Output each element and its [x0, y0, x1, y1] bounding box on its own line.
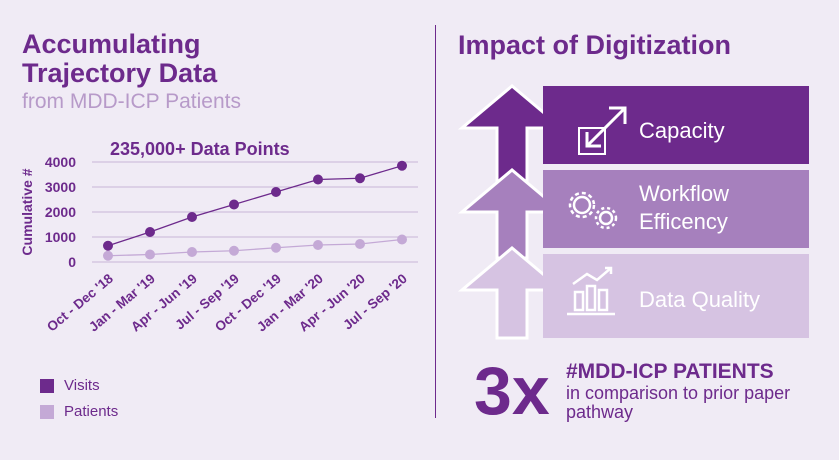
title-line-2: Trajectory Data	[22, 58, 218, 88]
arrow-data-quality	[457, 246, 567, 340]
y-tick-label: 0	[68, 254, 76, 270]
data-point-patients	[397, 234, 407, 245]
bar-label-workflow: Workflow Efficency	[639, 180, 729, 236]
stat-value: 3x	[474, 353, 550, 429]
y-axis-label: Cumulative #	[19, 168, 35, 255]
data-point-visits	[355, 173, 365, 184]
bar-capacity	[543, 86, 809, 164]
legend-item-visits: Visits	[40, 377, 100, 394]
expand-arrows-icon	[578, 106, 627, 155]
y-tick-label: 2000	[45, 204, 76, 220]
legend-label-patients: Patients	[64, 403, 119, 420]
data-point-patients	[271, 242, 281, 253]
y-tick-label: 1000	[45, 229, 76, 245]
bar-label-capacity-text: Capacity	[639, 118, 725, 143]
data-point-patients	[355, 239, 365, 249]
data-point-patients	[187, 247, 197, 257]
bar-label-data-quality-text: Data Quality	[639, 287, 761, 312]
stat-heading: #MDD-ICP PATIENTS	[566, 360, 774, 383]
bar-label-workflow-line1: Workflow	[639, 181, 730, 206]
title-line-1: Accumulating	[22, 29, 201, 59]
growth-chart-icon	[567, 266, 615, 316]
bar-label-workflow-line2: Efficency	[639, 209, 728, 234]
data-point-visits	[145, 227, 155, 237]
data-point-patients	[229, 245, 239, 256]
data-point-visits	[103, 240, 113, 251]
bar-label-data-quality: Data Quality	[639, 286, 760, 314]
data-point-patients	[103, 250, 113, 261]
y-tick-label: 4000	[45, 154, 76, 170]
legend-item-patients: Patients	[40, 403, 118, 420]
series-line-patients	[107, 238, 403, 257]
chart-subtitle: from MDD-ICP Patients	[22, 90, 241, 113]
legend-label-visits: Visits	[64, 377, 100, 394]
arrow-workflow	[457, 168, 567, 260]
data-point-visits	[271, 187, 281, 197]
bar-workflow	[543, 170, 809, 248]
stat-text: in comparison to prior paper pathway	[566, 383, 791, 422]
bar-label-capacity: Capacity	[639, 117, 725, 145]
panel-divider	[435, 25, 436, 418]
data-point-patients	[313, 240, 323, 250]
legend-swatch-patients	[40, 404, 54, 419]
data-point-visits	[229, 199, 239, 210]
y-tick-label: 3000	[45, 179, 76, 195]
legend-swatch-visits	[40, 378, 54, 393]
data-point-visits	[397, 160, 407, 171]
chart-headline: 235,000+ Data Points	[110, 139, 290, 159]
series-line-visits	[107, 165, 403, 247]
data-point-visits	[187, 212, 197, 222]
chart-title: Accumulating Trajectory Data	[22, 30, 217, 88]
data-point-patients	[145, 249, 155, 260]
impact-title: Impact of Digitization	[458, 30, 731, 60]
data-point-visits	[313, 174, 323, 185]
gears-icon	[568, 191, 618, 230]
impact-graphic	[457, 84, 809, 340]
